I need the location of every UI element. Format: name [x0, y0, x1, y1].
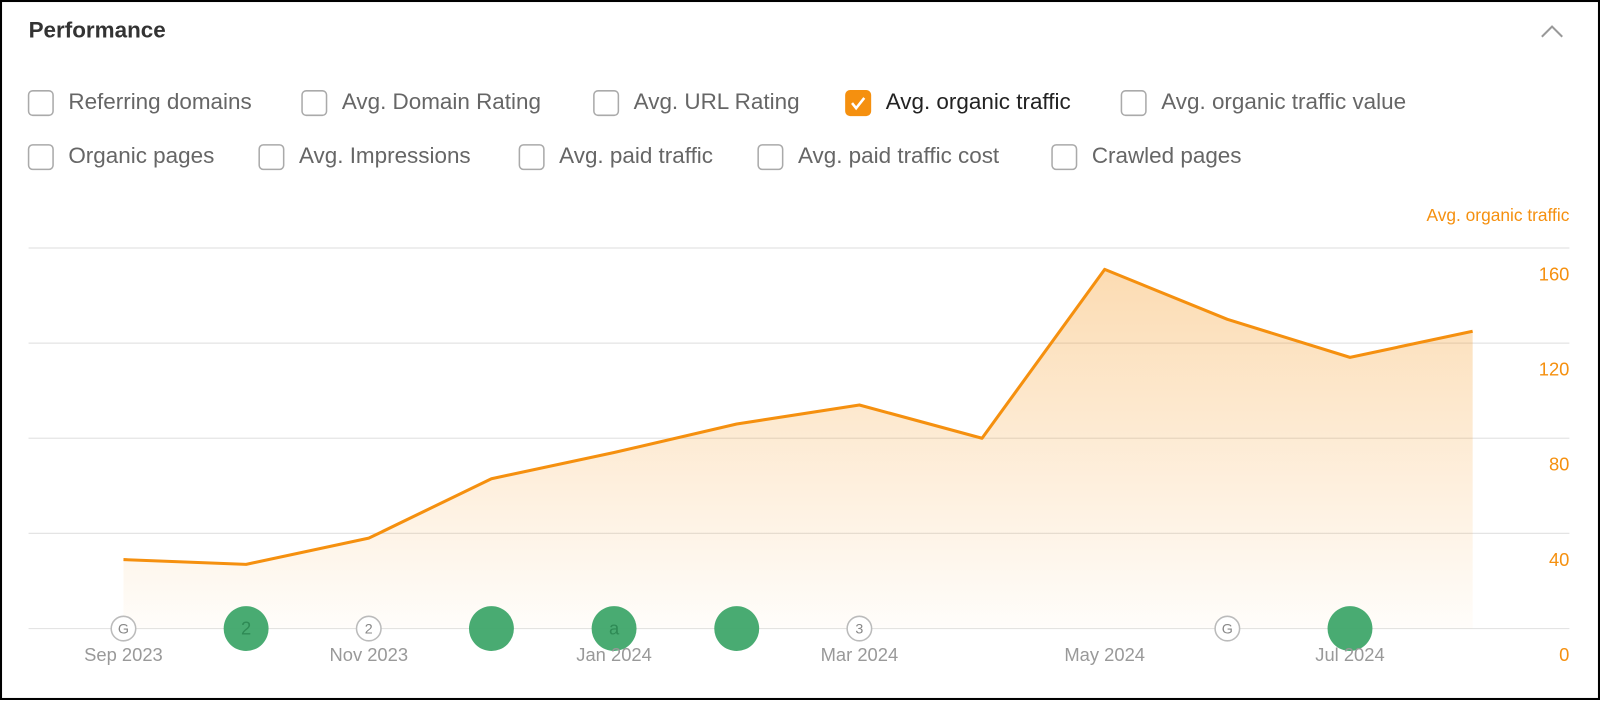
event-marker[interactable] — [468, 606, 514, 652]
event-marker-label: 2 — [241, 617, 251, 638]
x-tick-label: Mar 2024 — [821, 644, 899, 665]
y-tick-label: 160 — [1539, 263, 1570, 284]
checkbox[interactable] — [593, 90, 620, 117]
event-marker[interactable] — [591, 606, 637, 652]
checkbox[interactable] — [27, 90, 54, 117]
checkbox-label[interactable]: Avg. paid traffic — [559, 143, 713, 168]
y-tick-label: 40 — [1549, 549, 1569, 570]
checkbox[interactable] — [258, 144, 285, 171]
checkbox-label[interactable]: Avg. URL Rating — [634, 89, 800, 114]
checkmark — [851, 97, 866, 111]
event-marker-label: G — [1222, 621, 1233, 637]
x-tick-label: Sep 2023 — [84, 644, 163, 665]
checkbox[interactable] — [27, 144, 54, 171]
checkbox-label[interactable]: Avg. Domain Rating — [342, 89, 541, 114]
event-marker[interactable] — [714, 606, 760, 652]
checkbox-label[interactable]: Avg. organic traffic — [886, 89, 1071, 114]
checkbox-label[interactable]: Avg. Impressions — [299, 143, 471, 168]
area — [123, 269, 1473, 629]
event-marker[interactable] — [355, 615, 382, 642]
checkbox[interactable] — [845, 90, 872, 117]
y-tick-label: 120 — [1539, 359, 1570, 380]
event-marker[interactable] — [110, 615, 137, 642]
collapse-button[interactable] — [1541, 25, 1563, 38]
checkbox-label[interactable]: Referring domains — [68, 89, 251, 114]
event-marker-label: 3 — [855, 621, 863, 637]
checkbox-label[interactable]: Organic pages — [68, 143, 214, 168]
checkbox-label[interactable]: Avg. paid traffic cost — [798, 143, 1000, 168]
event-marker[interactable] — [1327, 606, 1373, 652]
checkbox[interactable] — [1120, 90, 1147, 117]
event-marker[interactable] — [223, 606, 269, 652]
checkbox-label[interactable]: Avg. organic traffic value — [1161, 89, 1406, 114]
x-tick-label: Jan 2024 — [576, 644, 652, 665]
y-tick-label: 0 — [1559, 644, 1569, 665]
y-tick-label: 80 — [1549, 454, 1569, 475]
checkbox[interactable] — [757, 144, 784, 171]
event-marker[interactable] — [1214, 615, 1241, 642]
y-axis-title: Avg. organic traffic — [1427, 205, 1570, 225]
checkbox-label[interactable]: Crawled pages — [1092, 143, 1242, 168]
checkbox[interactable] — [301, 90, 328, 117]
event-marker-label: G — [118, 621, 129, 637]
event-marker[interactable] — [846, 615, 873, 642]
x-tick-label: May 2024 — [1064, 644, 1145, 665]
x-tick-label: Nov 2023 — [329, 644, 408, 665]
event-marker-label: 2 — [365, 621, 373, 637]
panel-title: Performance — [29, 18, 166, 43]
checkbox[interactable] — [518, 144, 545, 171]
checkbox[interactable] — [1051, 144, 1078, 171]
event-marker-label: a — [609, 617, 620, 638]
line — [123, 267, 1473, 566]
x-tick-label: Jul 2024 — [1315, 644, 1384, 665]
